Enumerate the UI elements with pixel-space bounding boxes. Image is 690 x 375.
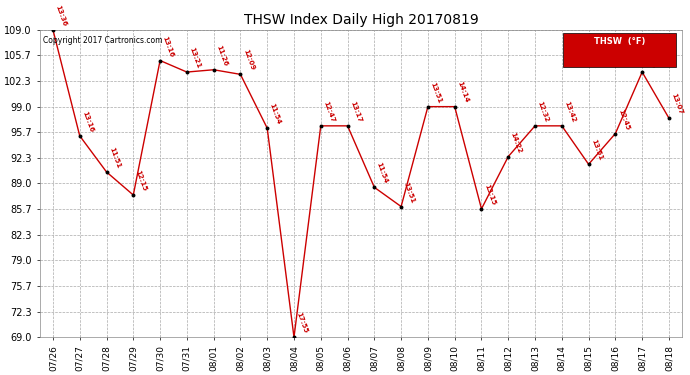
Text: 11:26: 11:26 bbox=[215, 44, 228, 67]
Point bbox=[235, 71, 246, 77]
Point bbox=[503, 154, 514, 160]
Point bbox=[288, 334, 299, 340]
Text: 12:45: 12:45 bbox=[617, 108, 630, 131]
Text: 13:15: 13:15 bbox=[483, 183, 496, 206]
Point bbox=[208, 67, 219, 73]
Text: THSW  (°F): THSW (°F) bbox=[593, 38, 645, 46]
Point bbox=[262, 125, 273, 131]
Point bbox=[155, 57, 166, 63]
Text: 11:54: 11:54 bbox=[268, 102, 282, 125]
Text: Copyright 2017 Cartronics.com: Copyright 2017 Cartronics.com bbox=[43, 36, 162, 45]
Point bbox=[476, 206, 487, 212]
Point bbox=[369, 184, 380, 190]
Text: 13:16: 13:16 bbox=[161, 35, 175, 58]
Text: 11:51: 11:51 bbox=[108, 146, 121, 169]
Text: 12:13: 12:13 bbox=[644, 46, 657, 69]
Text: 14:22: 14:22 bbox=[510, 131, 523, 154]
Text: 13:42: 13:42 bbox=[563, 100, 576, 123]
Text: 13:17: 13:17 bbox=[349, 100, 362, 123]
Text: 11:54: 11:54 bbox=[376, 162, 389, 184]
Text: 13:51: 13:51 bbox=[402, 181, 415, 204]
Point bbox=[181, 69, 193, 75]
Point bbox=[610, 130, 621, 136]
FancyBboxPatch shape bbox=[564, 33, 676, 67]
Text: 13:16: 13:16 bbox=[81, 110, 95, 133]
Point bbox=[128, 192, 139, 198]
Point bbox=[48, 27, 59, 33]
Text: 14:14: 14:14 bbox=[456, 81, 469, 104]
Point bbox=[529, 123, 540, 129]
Text: 13:07: 13:07 bbox=[670, 92, 684, 116]
Text: 13:51: 13:51 bbox=[590, 139, 603, 162]
Point bbox=[342, 123, 353, 129]
Point bbox=[101, 169, 112, 175]
Point bbox=[422, 104, 433, 110]
Point bbox=[315, 123, 326, 129]
Text: 12:47: 12:47 bbox=[322, 100, 335, 123]
Point bbox=[449, 104, 460, 110]
Point bbox=[556, 123, 567, 129]
Text: 12:09: 12:09 bbox=[241, 49, 255, 72]
Title: THSW Index Daily High 20170819: THSW Index Daily High 20170819 bbox=[244, 13, 478, 27]
Text: 12:32: 12:32 bbox=[536, 100, 549, 123]
Point bbox=[395, 204, 406, 210]
Text: 12:15: 12:15 bbox=[135, 170, 148, 192]
Text: 17:55: 17:55 bbox=[295, 312, 308, 334]
Text: 13:51: 13:51 bbox=[429, 81, 442, 104]
Point bbox=[637, 69, 648, 75]
Point bbox=[583, 161, 594, 167]
Point bbox=[75, 133, 86, 139]
Text: 13:36: 13:36 bbox=[55, 4, 68, 27]
Text: 13:21: 13:21 bbox=[188, 46, 201, 69]
Point bbox=[663, 115, 674, 121]
